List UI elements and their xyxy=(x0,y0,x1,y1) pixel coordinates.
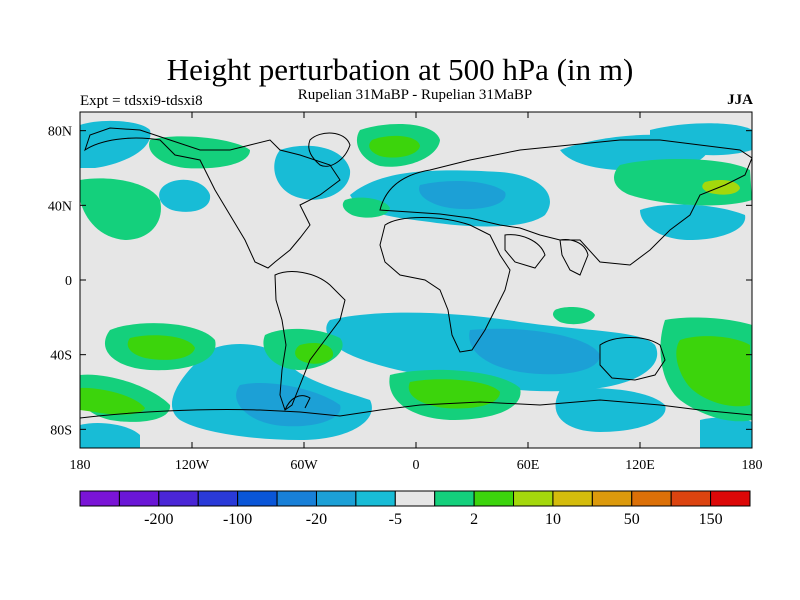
x-tick-label: 180 xyxy=(70,458,91,473)
contour-positive-south-atlantic-core xyxy=(408,379,500,409)
colorbar-box xyxy=(276,490,317,507)
contour-negative-south-indian xyxy=(469,328,600,375)
colorbar-label: 150 xyxy=(699,511,723,528)
contour-negative-west-pacific xyxy=(640,204,746,240)
season-label: JJA xyxy=(727,92,753,108)
colorbar-box xyxy=(434,490,475,507)
coastline-north-america xyxy=(84,127,341,269)
colorbar-label: 2 xyxy=(470,511,478,528)
colorbar-box xyxy=(197,490,239,507)
experiment-label: Expt = tdsxi9-tdsxi8 xyxy=(80,93,203,109)
x-tick-label: 60W xyxy=(290,458,318,473)
contour-negative-north-east xyxy=(650,123,752,156)
colorbar-box xyxy=(552,490,593,507)
colorbar-box xyxy=(591,490,633,507)
colorbar-box xyxy=(513,490,554,507)
colorbar-label: 10 xyxy=(545,511,561,528)
colorbar-box xyxy=(158,490,199,507)
y-tick-label: 40N xyxy=(48,199,72,214)
map-axes: 180 120W 60W 0 60E 120E 180 80N 40N 0 40S 80S xyxy=(48,112,763,473)
contour-positive-australia-east-core xyxy=(676,336,750,407)
plot-title: Height perturbation at 500 hPa (in m) xyxy=(166,52,634,87)
y-tick-label: 0 xyxy=(65,274,72,289)
contour-positive-north-pacific xyxy=(149,136,250,169)
coastline-antarctica xyxy=(80,399,752,419)
y-tick-label: 80N xyxy=(48,125,72,140)
colorbar-box xyxy=(631,490,672,507)
contour-negative-australia-south xyxy=(555,388,666,432)
contour-negative-north-pacific xyxy=(159,179,211,212)
colorbar: -200 -100 -20 -5 2 10 50 150 xyxy=(79,490,751,528)
coastline-greenland xyxy=(308,132,351,167)
contour-positive-south-america-core xyxy=(295,343,334,364)
colorbar-label: -5 xyxy=(389,511,402,528)
coastline-south-america xyxy=(274,271,346,411)
colorbar-label: -200 xyxy=(144,511,173,528)
x-tick-label: 60E xyxy=(517,458,540,473)
colorbar-box xyxy=(710,490,751,507)
colorbar-box xyxy=(118,490,160,507)
contour-positive-southwest-core xyxy=(80,387,145,415)
coastline-india xyxy=(559,239,589,276)
y-tick-label: 80S xyxy=(50,423,72,438)
coastline-arabia xyxy=(504,234,546,269)
contour-positive-indian-ocean xyxy=(552,307,595,325)
x-tick-label: 120W xyxy=(175,458,210,473)
x-tick-label: 0 xyxy=(413,458,420,473)
contour-positive-north-atlantic-core xyxy=(369,135,420,158)
colorbar-box xyxy=(237,490,278,507)
coastlines xyxy=(80,127,752,419)
x-tick-label: 180 xyxy=(742,458,763,473)
colorbar-box xyxy=(473,490,515,507)
x-tick-label: 120E xyxy=(625,458,655,473)
colorbar-box xyxy=(315,490,357,507)
contour-negative-europe-core xyxy=(419,180,506,210)
contour-negative-east-edge xyxy=(700,417,752,448)
contour-positive-south-pacific-west-core xyxy=(127,335,195,360)
colorbar-box xyxy=(79,490,120,507)
y-tick-label: 40S xyxy=(50,349,72,364)
contour-negative-west-edge xyxy=(80,423,140,448)
plot-subtitle: Rupelian 31MaBP - Rupelian 31MaBP xyxy=(297,87,533,103)
contour-positive-europe-west xyxy=(342,197,390,218)
colorbar-label: -20 xyxy=(306,511,327,528)
contour-positive-arctic-west xyxy=(80,178,161,240)
coastline-africa xyxy=(379,217,511,353)
colorbar-box xyxy=(670,490,712,507)
colorbar-box xyxy=(394,490,436,507)
contour-positive-north-east-asia-core xyxy=(702,180,740,195)
colorbar-box xyxy=(355,490,396,507)
coastline-eurasia xyxy=(379,139,752,266)
colorbar-label: 50 xyxy=(624,511,640,528)
map-panel xyxy=(79,111,753,449)
coastline-australia xyxy=(599,337,666,381)
coastline-antarctic-peninsula xyxy=(284,395,311,411)
colorbar-label: -100 xyxy=(223,511,252,528)
